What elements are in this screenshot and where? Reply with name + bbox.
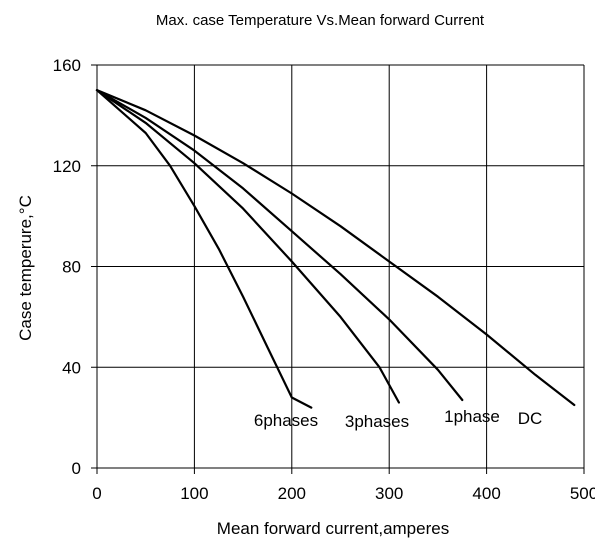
y-tick-label: 80 bbox=[62, 258, 81, 277]
y-tick-label: 0 bbox=[72, 459, 81, 478]
grid bbox=[91, 64, 585, 474]
series-label-dc: DC bbox=[518, 409, 543, 428]
y-tick-label: 160 bbox=[53, 56, 81, 75]
series-line-3phases bbox=[95, 89, 400, 404]
series-label-1phase: 1phase bbox=[444, 407, 500, 426]
x-axis-title: Mean forward current,amperes bbox=[217, 519, 449, 538]
tick-labels: 0 100 200 300 400 500 0 40 80 120 160 bbox=[53, 56, 595, 503]
y-tick-label: 120 bbox=[53, 157, 81, 176]
series-label-6phases: 6phases bbox=[254, 411, 318, 430]
series-line-6phases bbox=[95, 89, 313, 409]
x-tick-label: 0 bbox=[92, 484, 101, 503]
x-tick-label: 100 bbox=[180, 484, 208, 503]
curve-labels: DC 1phase 3phases 6phases bbox=[254, 407, 542, 431]
x-tick-label: 200 bbox=[278, 484, 306, 503]
y-tick-label: 40 bbox=[62, 358, 81, 377]
series-line-dc bbox=[95, 89, 576, 407]
x-tick-label: 300 bbox=[375, 484, 403, 503]
chart-title: Max. case Temperature Vs.Mean forward Cu… bbox=[156, 12, 485, 29]
series-line-1phase bbox=[95, 89, 464, 402]
curves bbox=[95, 89, 576, 409]
x-tick-label: 500 bbox=[570, 484, 595, 503]
series-label-3phases: 3phases bbox=[345, 412, 409, 431]
x-tick-label: 400 bbox=[472, 484, 500, 503]
y-axis-title: Case temperure,°C bbox=[16, 195, 35, 341]
